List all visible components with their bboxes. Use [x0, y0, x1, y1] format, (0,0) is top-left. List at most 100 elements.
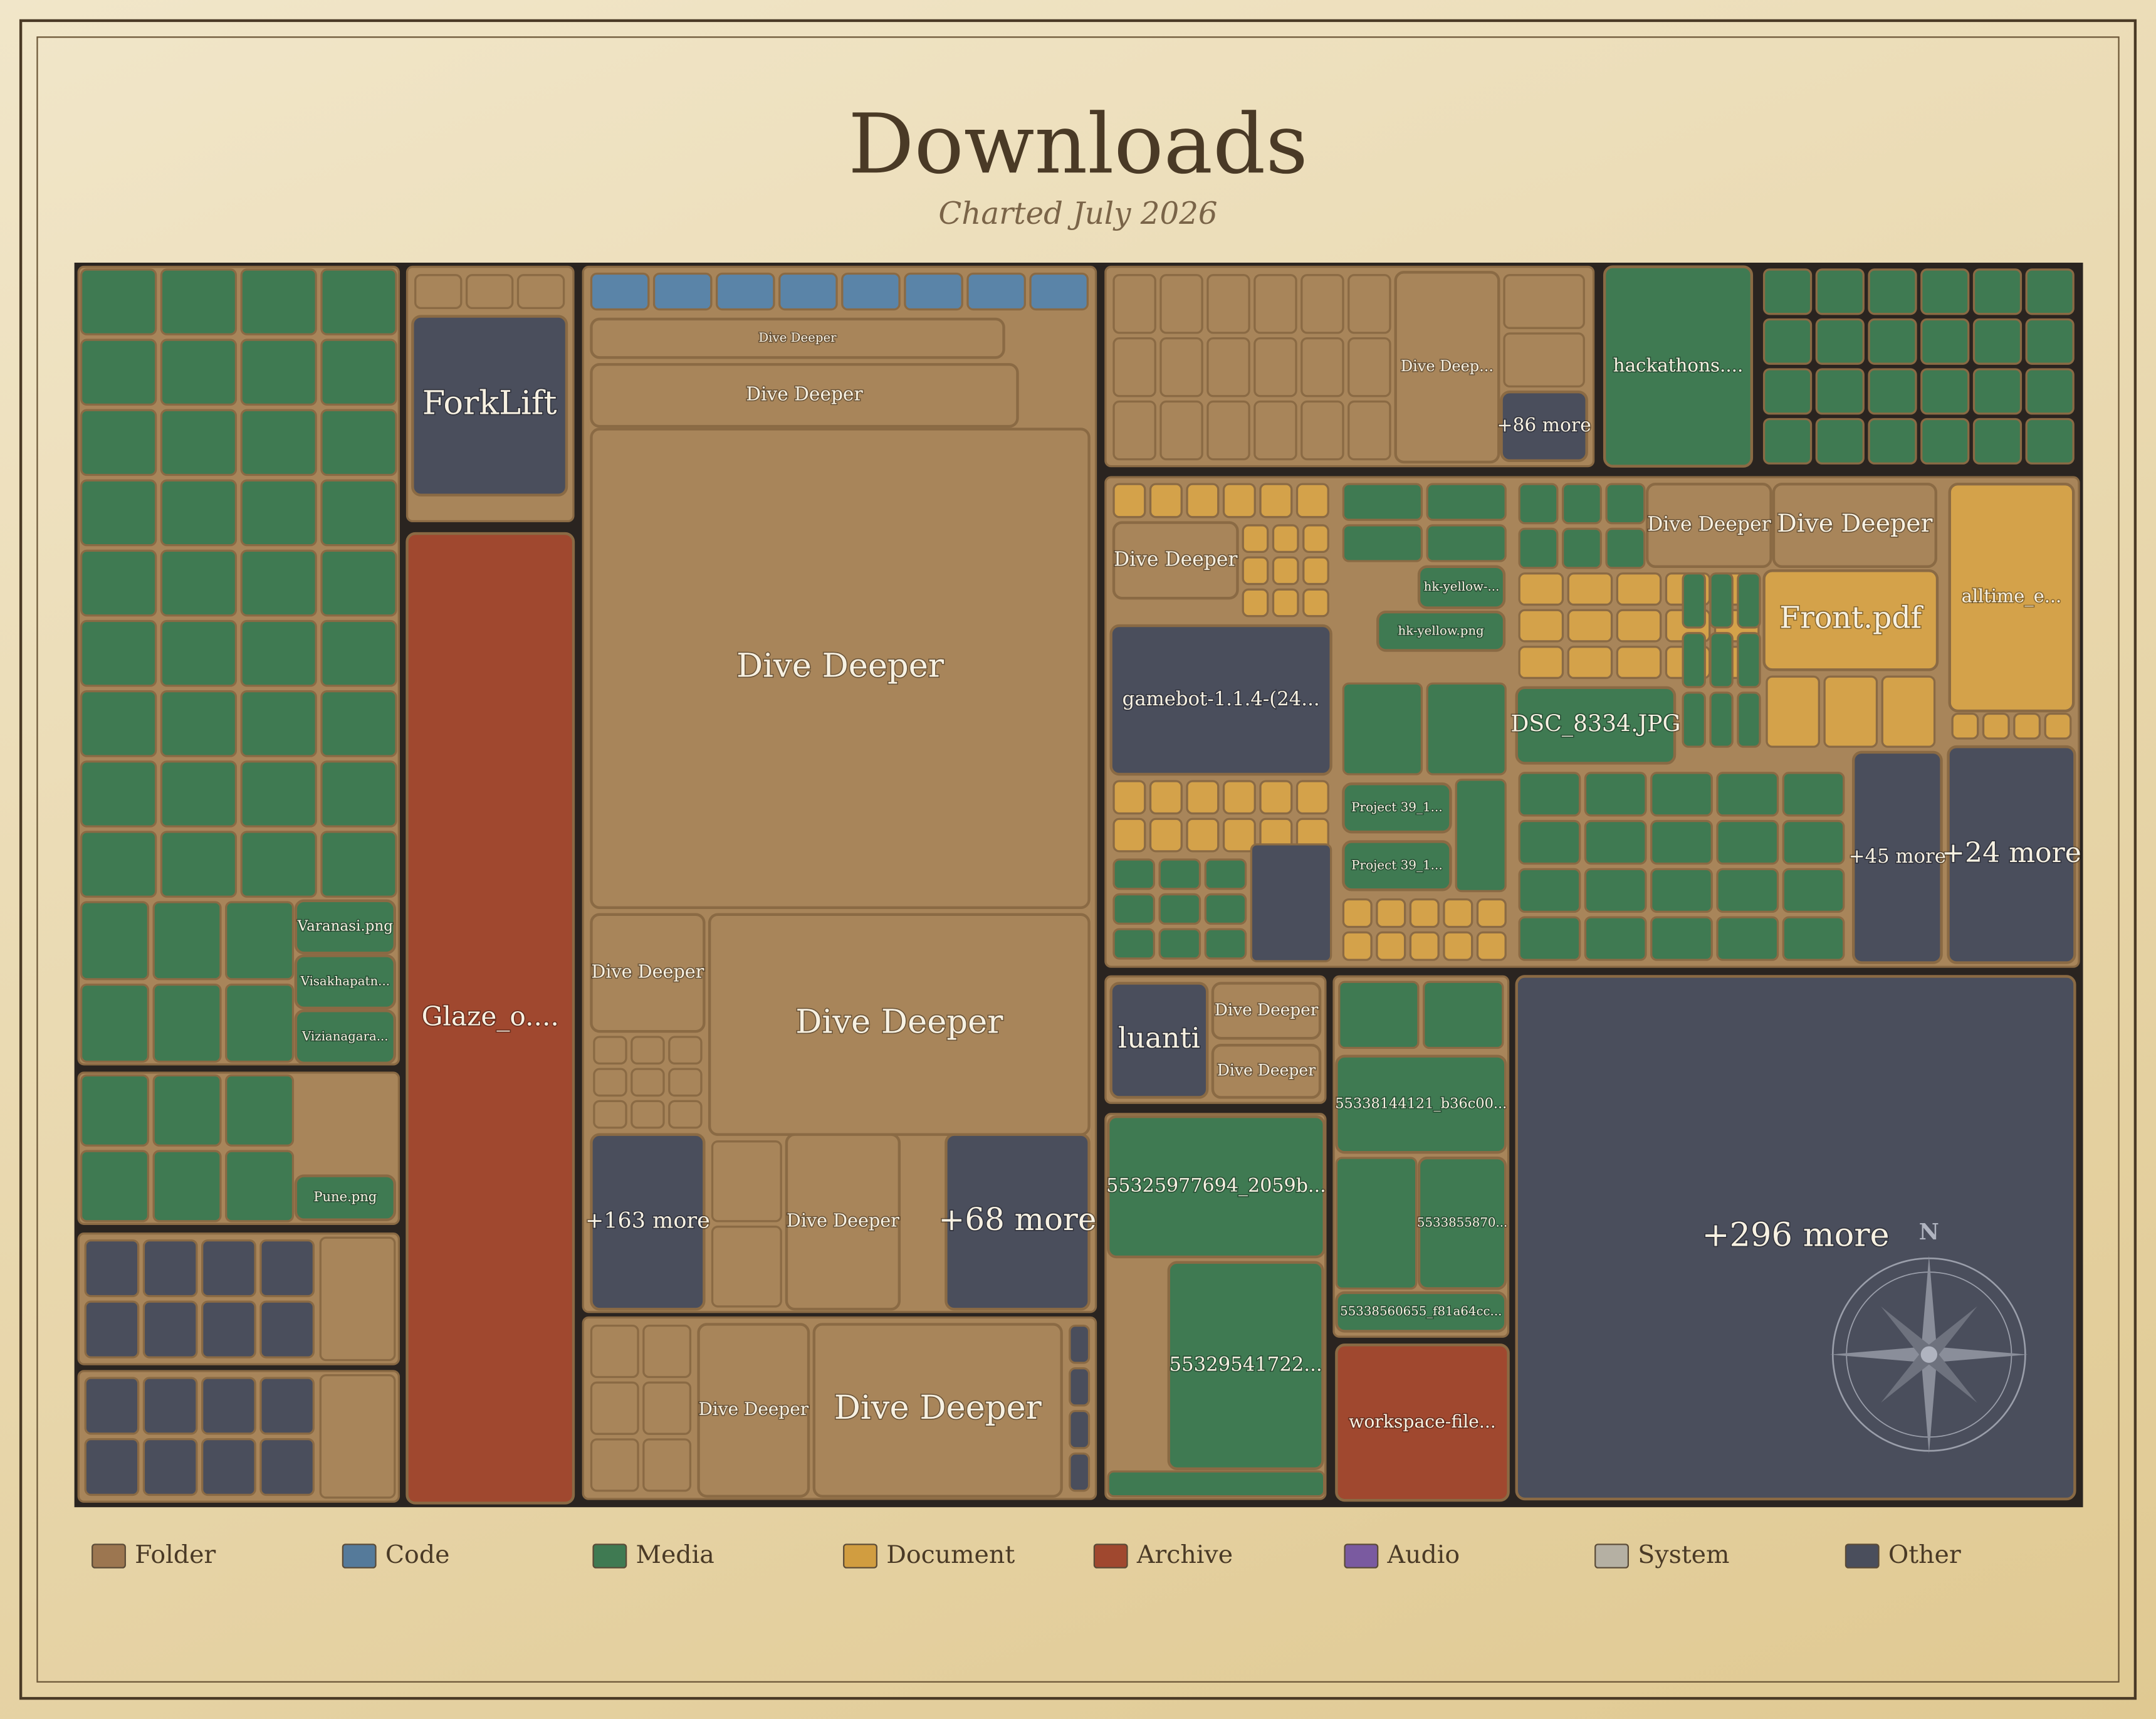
legend-label: Folder: [135, 1540, 216, 1569]
tile[interactable]: [590, 428, 1091, 909]
tile: [1868, 418, 1917, 465]
tile[interactable]: [1167, 1261, 1324, 1470]
compass-center: [1920, 1346, 1937, 1363]
tile-label: Front.pdf: [1779, 601, 1923, 635]
tile: [1584, 772, 1647, 817]
tile[interactable]: [708, 913, 1091, 1136]
tile[interactable]: [1376, 610, 1506, 652]
tile[interactable]: [1335, 1343, 1510, 1502]
tile: [1112, 893, 1156, 925]
tile: [1972, 418, 2023, 465]
tile-label: +86 more: [1497, 414, 1591, 436]
tile: [1186, 483, 1220, 518]
tile: [593, 1036, 627, 1065]
tile[interactable]: [1948, 482, 2075, 713]
tile[interactable]: [590, 363, 1019, 428]
tile[interactable]: [1211, 982, 1322, 1040]
tile: [1259, 483, 1293, 518]
tile: [2013, 712, 2041, 740]
tile: [160, 831, 238, 898]
legend-label: Archive: [1136, 1540, 1233, 1569]
tile[interactable]: [294, 1174, 396, 1221]
tile-label: Vizianagara...: [301, 1029, 389, 1043]
tile[interactable]: [1109, 624, 1332, 776]
tile[interactable]: [294, 1009, 396, 1065]
tile[interactable]: [294, 899, 396, 955]
tile[interactable]: [590, 1133, 706, 1311]
tile: [1868, 268, 1917, 315]
tile[interactable]: [1211, 1043, 1322, 1099]
tile[interactable]: [1500, 390, 1588, 463]
tile[interactable]: [1417, 565, 1506, 609]
tile-label: Dive Deeper: [746, 384, 863, 405]
tile[interactable]: [1851, 750, 1943, 964]
tile: [259, 1438, 315, 1496]
tile: [1112, 858, 1156, 890]
tile: [1584, 916, 1647, 961]
tile[interactable]: [1107, 1115, 1326, 1259]
tile[interactable]: [406, 532, 575, 1505]
tile[interactable]: [1603, 265, 1754, 468]
tile-label: 55325977694_2059b...: [1106, 1175, 1326, 1197]
tile: [631, 1036, 665, 1065]
tile: [1348, 400, 1391, 461]
tile: [778, 272, 838, 311]
tile[interactable]: [1342, 840, 1452, 891]
tile: [1204, 893, 1247, 925]
tile[interactable]: [294, 954, 396, 1010]
tile: [1242, 524, 1269, 554]
tile: [1605, 483, 1646, 525]
tile-label: 55338144121_b36c00...: [1335, 1095, 1507, 1112]
tile[interactable]: [1947, 745, 2076, 964]
tile-label: +68 more: [939, 1201, 1097, 1238]
tile: [1716, 916, 1779, 961]
tile: [160, 760, 238, 828]
tile[interactable]: [1394, 271, 1500, 464]
tile[interactable]: [1772, 482, 1937, 568]
legend-label: Other: [1888, 1540, 1961, 1569]
tile[interactable]: [785, 1133, 901, 1311]
tile[interactable]: [812, 1323, 1063, 1498]
tile[interactable]: [1335, 1054, 1507, 1154]
tile: [160, 409, 238, 476]
tile: [1112, 400, 1156, 461]
tile: [1709, 691, 1734, 748]
legend-swatch: [1093, 1543, 1128, 1569]
tile[interactable]: [590, 913, 706, 1033]
tile: [80, 831, 157, 898]
tile: [1342, 524, 1423, 562]
tile[interactable]: [945, 1133, 1091, 1311]
tile-label: Dive Deeper: [736, 647, 945, 685]
tile: [1584, 868, 1647, 913]
tile[interactable]: [1335, 1291, 1507, 1333]
tile[interactable]: [411, 315, 568, 497]
tile: [1443, 898, 1473, 928]
tile: [1782, 772, 1845, 817]
tile: [1409, 931, 1440, 961]
tile-label: Dive Deeper: [1647, 513, 1771, 535]
tile: [1815, 318, 1865, 365]
tile: [1881, 675, 1936, 748]
tile-label: Dive Deeper: [795, 1003, 1003, 1041]
tile[interactable]: [1342, 782, 1452, 834]
tile[interactable]: [697, 1323, 810, 1498]
tile-label: luanti: [1118, 1021, 1200, 1054]
tile: [1972, 268, 2023, 315]
tile[interactable]: [1417, 1156, 1507, 1290]
tile[interactable]: [1109, 982, 1209, 1099]
tile: [1650, 868, 1713, 913]
tile: [259, 1300, 315, 1359]
tile[interactable]: [1112, 521, 1239, 600]
tile: [1815, 268, 1865, 315]
tile: [1253, 400, 1297, 461]
tile: [152, 1150, 222, 1222]
tile[interactable]: [1762, 569, 1939, 671]
tile-label: Visakhapatn...: [300, 974, 390, 989]
tile: [320, 339, 397, 406]
tile[interactable]: [1515, 686, 1677, 765]
tile[interactable]: [590, 317, 1005, 359]
tile: [1149, 817, 1183, 853]
tile: [1206, 274, 1250, 334]
tile: [80, 1150, 150, 1222]
tile[interactable]: [1645, 482, 1772, 568]
